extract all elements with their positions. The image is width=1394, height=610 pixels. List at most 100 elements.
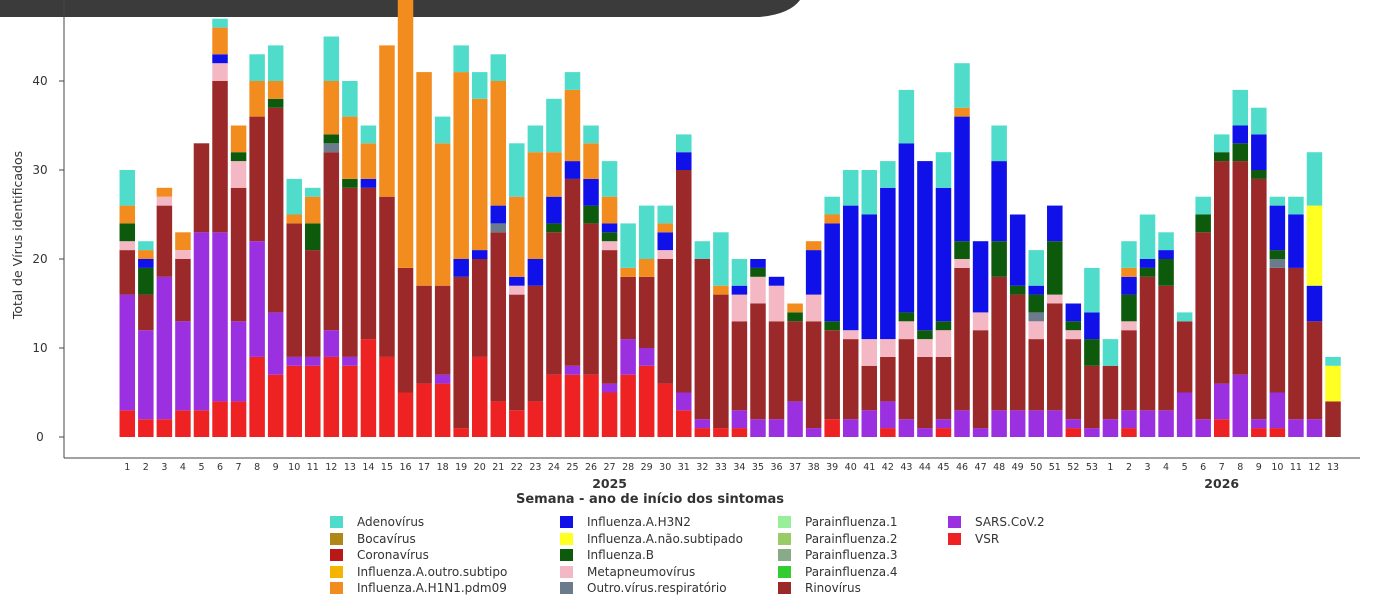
bar-segment: [249, 241, 265, 357]
legend-label: Parainfluenza.2: [805, 531, 898, 546]
bar-segment: [954, 267, 970, 411]
bar-segment: [1158, 259, 1174, 286]
legend: Adenovírus Bocavírus Coronavírus Influenza.…: [330, 514, 1058, 597]
bar-segment: [954, 259, 970, 268]
bar-segment: [824, 321, 840, 331]
bar-segment: [1047, 303, 1063, 411]
legend-label: Influenza.A.H1N1.pdm09: [357, 581, 507, 596]
x-tick-label: 10: [288, 462, 300, 473]
bar-segment: [991, 125, 1007, 162]
legend-item: Bocavírus: [330, 531, 560, 548]
x-tick-label: 5: [1182, 462, 1188, 473]
bar-segment: [193, 232, 210, 411]
bar-segment: [1065, 321, 1082, 331]
bar-segment: [490, 54, 507, 81]
bar-segment: [1065, 303, 1082, 322]
bar-segment: [138, 330, 154, 420]
legend-swatch: [560, 516, 573, 529]
bar-segment: [323, 356, 340, 437]
bar-segment: [601, 392, 618, 437]
bar-segment: [1139, 214, 1156, 259]
bar-segment: [1269, 205, 1286, 251]
legend-item: Influenza.A.outro.subtipo: [330, 564, 560, 581]
bar-segment: [193, 143, 210, 233]
x-tick-label: 17: [418, 462, 430, 473]
x-tick-label: 21: [492, 462, 504, 473]
bar-segment: [1251, 107, 1267, 135]
bar-segment: [1065, 339, 1082, 420]
bar-segment: [620, 223, 636, 268]
bar-segment: [583, 223, 599, 375]
bar-segment: [657, 223, 673, 233]
bar-segment: [323, 143, 340, 153]
bar-segment: [1121, 321, 1137, 331]
legend-item: Influenza.A.não.subtipado: [560, 531, 778, 548]
bar-segment: [1176, 321, 1193, 393]
x-tick-label: 33: [715, 462, 727, 473]
bar-segment: [657, 250, 673, 259]
bar-segment: [1121, 267, 1137, 277]
bar-segment: [360, 143, 377, 179]
x-tick-label: 44: [919, 462, 931, 473]
bar-segment: [471, 250, 488, 259]
bar-segment: [119, 223, 136, 242]
bar-segment: [138, 267, 154, 295]
bar-segment: [230, 125, 247, 153]
bar-segment: [620, 267, 636, 277]
bar-segment: [991, 410, 1007, 437]
bar-segment: [1009, 410, 1026, 437]
bar-segment: [323, 36, 340, 81]
bar-segment: [657, 383, 673, 437]
bar-segment: [397, 0, 414, 268]
x-tick-label: 8: [254, 462, 260, 473]
x-tick-label: 24: [548, 462, 560, 473]
bar-segment: [360, 125, 377, 144]
bar-segment: [1269, 196, 1286, 206]
bar-segment: [731, 285, 748, 295]
bar-segment: [1213, 134, 1230, 153]
bar-segment: [564, 72, 581, 90]
bar-segment: [601, 196, 618, 224]
legend-label: Outro.vírus.respiratório: [587, 581, 727, 596]
x-tick-label: 29: [641, 462, 653, 473]
bar-segment: [212, 63, 228, 81]
legend-label: Rinovírus: [805, 581, 861, 596]
bar-segment: [917, 330, 933, 340]
bar-segment: [527, 285, 544, 402]
bar-segment: [1213, 161, 1230, 384]
bar-segment: [861, 214, 878, 340]
bar-segment: [750, 276, 766, 304]
x-tick-label: 46: [956, 462, 968, 473]
bar-segment: [249, 81, 265, 117]
bar-segment: [601, 161, 618, 197]
y-tick-label: 10: [32, 341, 47, 355]
bar-segment: [1232, 161, 1249, 375]
bar-segment: [564, 178, 581, 366]
x-tick-label: 30: [659, 462, 671, 473]
bar-segment: [434, 143, 451, 286]
bar-segment: [490, 232, 507, 402]
x-tick-label: 3: [1145, 462, 1151, 473]
legend-label: Influenza.B: [587, 548, 654, 563]
bar-segment: [509, 285, 525, 295]
bar-segment: [490, 81, 507, 206]
bar-segment: [156, 276, 173, 420]
bar-segment: [323, 330, 340, 357]
bar-segment: [1047, 241, 1063, 295]
bar-segment: [1028, 294, 1044, 313]
bar-segment: [305, 187, 321, 197]
bar-segment: [1028, 250, 1044, 286]
bar-segment: [1306, 152, 1323, 206]
bar-segment: [546, 374, 562, 437]
bar-segment: [305, 356, 321, 366]
bar-segment: [1121, 276, 1137, 295]
bar-segment: [638, 365, 655, 437]
x-tick-label: 43: [900, 462, 912, 473]
bar-segment: [490, 205, 507, 224]
legend-item: Metapneumovírus: [560, 564, 778, 581]
bar-segment: [917, 428, 933, 437]
bar-segment: [1028, 321, 1044, 340]
bar-segment: [1251, 170, 1267, 179]
bar-segment: [286, 214, 302, 224]
